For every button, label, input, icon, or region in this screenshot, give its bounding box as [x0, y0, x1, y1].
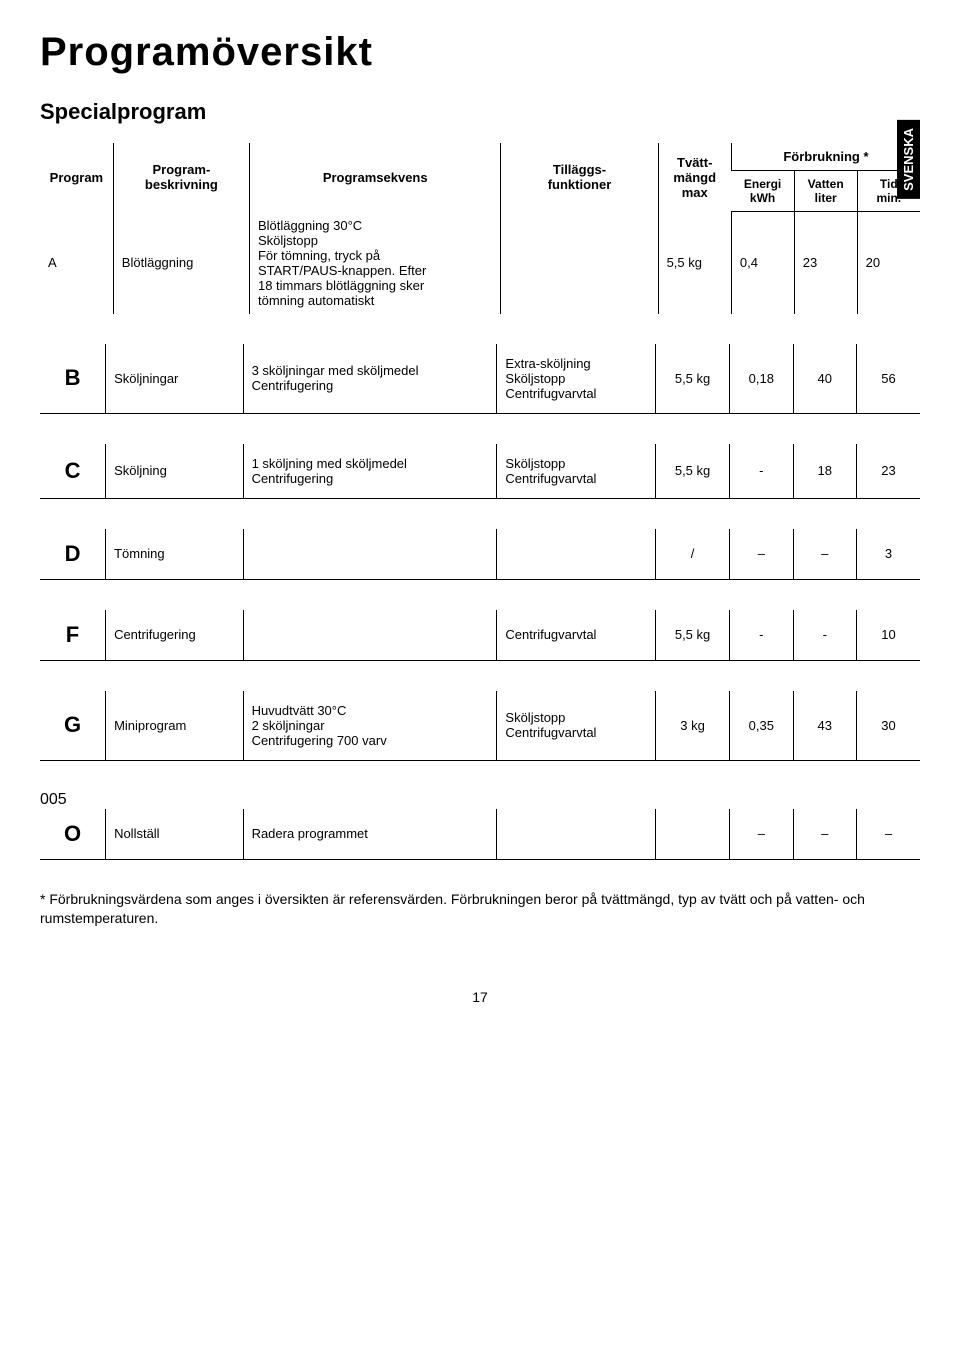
- program-water: 18: [793, 444, 856, 499]
- program-func: [497, 809, 656, 860]
- program-water: -: [793, 610, 856, 661]
- program-desc: Tömning: [106, 529, 244, 580]
- program-seq: [243, 529, 497, 580]
- header-table: Program Program-beskrivning Programsekve…: [40, 143, 920, 314]
- table-row: O Nollställ Radera programmet – – –: [40, 809, 920, 860]
- program-table-b: B Sköljningar 3 sköljningar med sköljmed…: [40, 344, 920, 414]
- program-water: 23: [794, 212, 857, 314]
- program-energy: 0,35: [730, 691, 793, 761]
- col-header-desc: Program-beskrivning: [113, 143, 249, 212]
- program-desc: Blötläggning: [113, 212, 249, 314]
- program-letter: D: [40, 529, 106, 580]
- program-time: 20: [857, 212, 920, 314]
- page-title: Programöversikt: [40, 30, 920, 75]
- program-func: Extra-sköljningSköljstoppCentrifugvarvta…: [497, 344, 656, 414]
- col-header-func: Tilläggs-funktioner: [501, 143, 658, 212]
- program-desc: Nollställ: [106, 809, 244, 860]
- language-tab: SVENSKA: [897, 120, 920, 199]
- page-number: 17: [40, 989, 920, 1005]
- program-table-o: O Nollställ Radera programmet – – –: [40, 809, 920, 860]
- program-letter: O: [40, 809, 106, 860]
- program-mass: 5,5 kg: [656, 610, 730, 661]
- table-row: G Miniprogram Huvudtvätt 30°C2 sköljning…: [40, 691, 920, 761]
- program-time: 30: [856, 691, 920, 761]
- col-header-energy: EnergikWh: [731, 171, 794, 212]
- col-header-group: Förbrukning *: [731, 143, 920, 171]
- program-table-d: D Tömning / – – 3: [40, 529, 920, 580]
- program-energy: –: [730, 809, 793, 860]
- program-mass: /: [656, 529, 730, 580]
- program-letter: A: [40, 212, 113, 314]
- program-water: –: [793, 529, 856, 580]
- program-time: –: [856, 809, 920, 860]
- footnote: * Förbrukningsvärdena som anges i översi…: [40, 890, 920, 929]
- program-energy: 0,4: [731, 212, 794, 314]
- program-seq: 3 sköljningar med sköljmedelCentrifugeri…: [243, 344, 497, 414]
- program-table-c: C Sköljning 1 sköljning med sköljmedelCe…: [40, 444, 920, 499]
- program-desc: Centrifugering: [106, 610, 244, 661]
- program-letter: C: [40, 444, 106, 499]
- program-seq: 1 sköljning med sköljmedelCentrifugering: [243, 444, 497, 499]
- program-table-f: F Centrifugering Centrifugvarvtal 5,5 kg…: [40, 610, 920, 661]
- program-energy: -: [730, 610, 793, 661]
- col-header-seq: Programsekvens: [249, 143, 500, 212]
- program-letter: F: [40, 610, 106, 661]
- program-table-g: G Miniprogram Huvudtvätt 30°C2 sköljning…: [40, 691, 920, 761]
- program-mass: 5,5 kg: [656, 344, 730, 414]
- program-water: 43: [793, 691, 856, 761]
- program-seq: Huvudtvätt 30°C2 sköljningarCentrifugeri…: [243, 691, 497, 761]
- program-mass: 5,5 kg: [656, 444, 730, 499]
- program-water: 40: [793, 344, 856, 414]
- program-desc: Miniprogram: [106, 691, 244, 761]
- program-func: Centrifugvarvtal: [497, 610, 656, 661]
- program-mass: [656, 809, 730, 860]
- program-seq: [243, 610, 497, 661]
- program-mass: 3 kg: [656, 691, 730, 761]
- page-subtitle: Specialprogram: [40, 99, 920, 125]
- program-energy: 0,18: [730, 344, 793, 414]
- program-energy: –: [730, 529, 793, 580]
- table-row: C Sköljning 1 sköljning med sköljmedelCe…: [40, 444, 920, 499]
- program-seq: Blötläggning 30°CSköljstoppFör tömning, …: [249, 212, 500, 314]
- program-func: [501, 212, 658, 314]
- program-water: –: [793, 809, 856, 860]
- program-time: 3: [856, 529, 920, 580]
- program-seq: Radera programmet: [243, 809, 497, 860]
- program-func: SköljstoppCentrifugvarvtal: [497, 444, 656, 499]
- program-time: 10: [856, 610, 920, 661]
- program-mass: 5,5 kg: [658, 212, 731, 314]
- col-header-water: Vattenliter: [794, 171, 857, 212]
- page-wrap: SVENSKA Programöversikt Specialprogram P…: [40, 30, 920, 1005]
- program-letter: B: [40, 344, 106, 414]
- program-func: SköljstoppCentrifugvarvtal: [497, 691, 656, 761]
- program-desc: Sköljningar: [106, 344, 244, 414]
- program-desc: Sköljning: [106, 444, 244, 499]
- program-letter: G: [40, 691, 106, 761]
- table-row: F Centrifugering Centrifugvarvtal 5,5 kg…: [40, 610, 920, 661]
- col-header-program: Program: [40, 143, 113, 212]
- col-header-mass: Tvätt-mängdmax: [658, 143, 731, 212]
- table-row: A Blötläggning Blötläggning 30°CSköljsto…: [40, 212, 920, 314]
- program-time: 23: [856, 444, 920, 499]
- table-row: B Sköljningar 3 sköljningar med sköljmed…: [40, 344, 920, 414]
- program-time: 56: [856, 344, 920, 414]
- program-energy: -: [730, 444, 793, 499]
- program-func: [497, 529, 656, 580]
- table-row: D Tömning / – – 3: [40, 529, 920, 580]
